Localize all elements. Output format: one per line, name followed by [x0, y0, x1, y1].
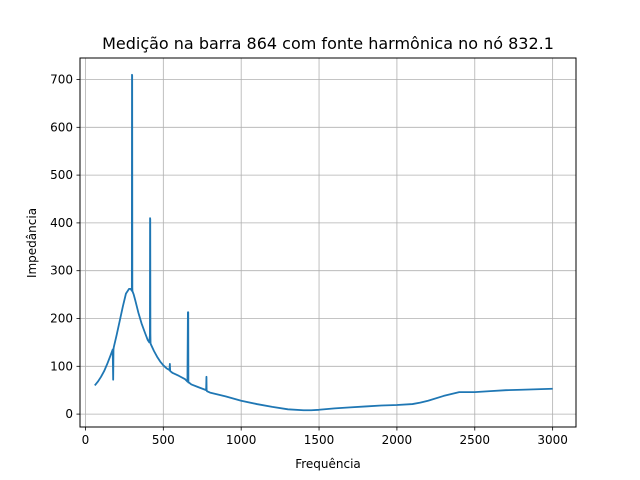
chart-title: Medição na barra 864 com fonte harmônica… — [102, 34, 554, 53]
y-tick-label: 700 — [50, 73, 73, 87]
y-tick-label: 500 — [50, 168, 73, 182]
y-tick-label: 0 — [65, 407, 73, 421]
x-tick-label: 2000 — [382, 433, 413, 447]
x-tick-label: 1000 — [226, 433, 257, 447]
plot-frame — [79, 57, 577, 428]
x-tick-label: 0 — [82, 433, 90, 447]
series-layer — [94, 73, 553, 412]
x-axis-label: Frequência — [295, 457, 361, 471]
y-tick-label: 200 — [50, 311, 73, 325]
grid-lines — [80, 58, 576, 427]
y-axis: 0 100 200 300 400 500 600 700 — [50, 73, 80, 421]
y-axis-label: Impedância — [25, 208, 39, 278]
x-tick-label: 3000 — [537, 433, 568, 447]
x-axis: 0 500 1000 1500 2000 2500 3000 — [82, 427, 568, 447]
x-tick-label: 2500 — [460, 433, 491, 447]
x-tick-label: 500 — [152, 433, 175, 447]
impedance-series-line — [94, 73, 553, 412]
y-tick-label: 300 — [50, 264, 73, 278]
y-tick-label: 400 — [50, 216, 73, 230]
y-tick-label: 600 — [50, 120, 73, 134]
y-tick-label: 100 — [50, 359, 73, 373]
x-tick-label: 1500 — [304, 433, 335, 447]
